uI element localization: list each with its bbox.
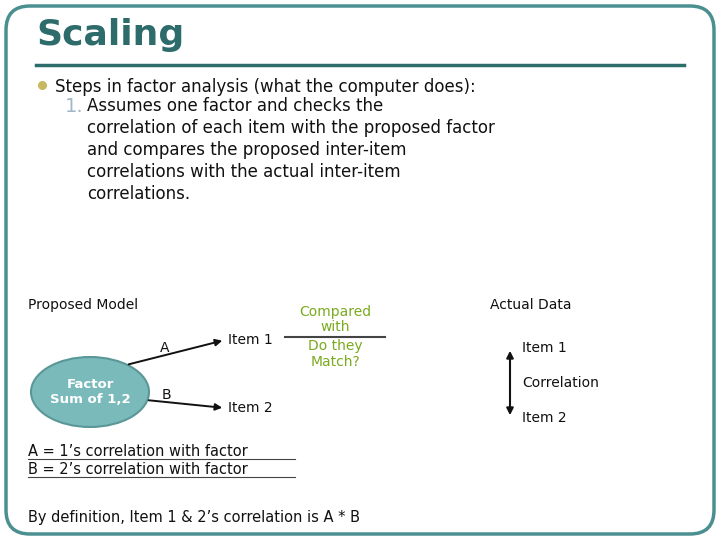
Text: Assumes one factor and checks the: Assumes one factor and checks the — [87, 97, 383, 115]
Text: Item 2: Item 2 — [228, 401, 273, 415]
Text: 1.: 1. — [65, 97, 84, 116]
Text: Item 1: Item 1 — [228, 333, 273, 347]
Text: B: B — [162, 388, 171, 402]
Text: Proposed Model: Proposed Model — [28, 298, 138, 312]
FancyBboxPatch shape — [6, 6, 714, 534]
Text: Steps in factor analysis (what the computer does):: Steps in factor analysis (what the compu… — [55, 78, 476, 96]
Text: Compared: Compared — [299, 305, 371, 319]
Text: A = 1’s correlation with factor: A = 1’s correlation with factor — [28, 444, 248, 459]
Text: correlations.: correlations. — [87, 185, 190, 203]
Text: Item 2: Item 2 — [522, 411, 567, 425]
Ellipse shape — [31, 357, 149, 427]
Text: correlations with the actual inter-item: correlations with the actual inter-item — [87, 163, 400, 181]
Text: correlation of each item with the proposed factor: correlation of each item with the propos… — [87, 119, 495, 137]
Text: B = 2’s correlation with factor: B = 2’s correlation with factor — [28, 462, 248, 477]
Text: Scaling: Scaling — [36, 18, 184, 52]
Text: Do they
Match?: Do they Match? — [307, 339, 362, 369]
Text: Factor
Sum of 1,2: Factor Sum of 1,2 — [50, 378, 130, 406]
Text: Actual Data: Actual Data — [490, 298, 572, 312]
Text: Item 1: Item 1 — [522, 341, 567, 355]
Text: Correlation: Correlation — [522, 376, 599, 390]
Text: A: A — [160, 341, 169, 355]
Text: By definition, Item 1 & 2’s correlation is A * B: By definition, Item 1 & 2’s correlation … — [28, 510, 360, 525]
Text: with: with — [320, 320, 350, 334]
Text: and compares the proposed inter-item: and compares the proposed inter-item — [87, 141, 407, 159]
